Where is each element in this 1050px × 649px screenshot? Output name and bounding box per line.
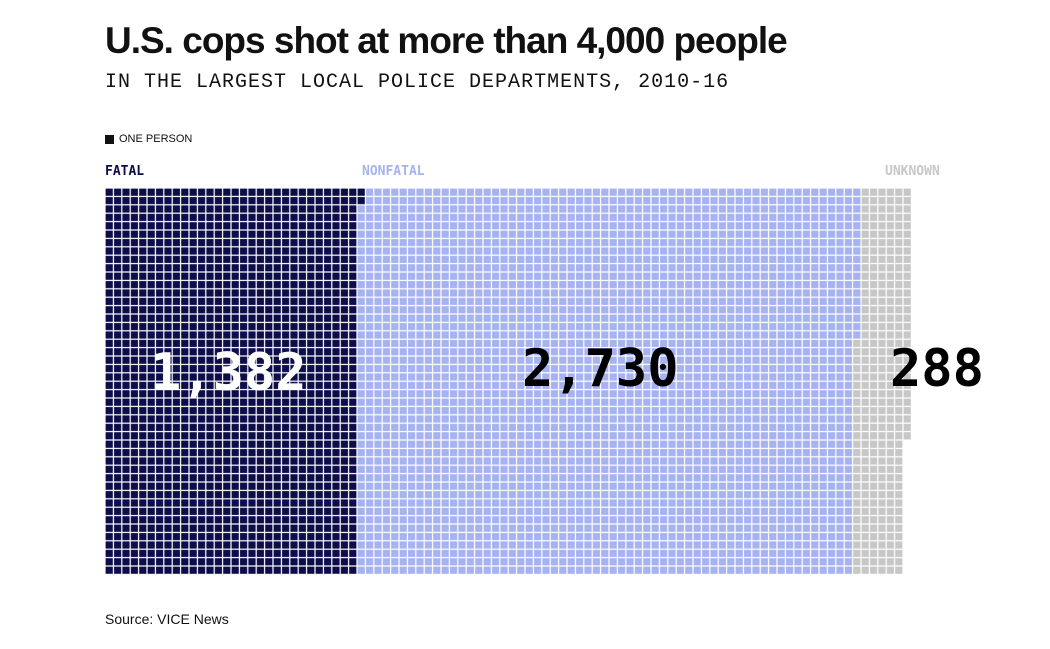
waffle-cells-unknown — [903, 188, 912, 440]
chart-subtitle: IN THE LARGEST LOCAL POLICE DEPARTMENTS,… — [105, 71, 730, 94]
waffle-cells-unknown — [852, 339, 861, 575]
value-label-nonfatal: 2,730 — [522, 339, 679, 399]
legend: ONE PERSON — [105, 132, 192, 146]
source-note: Source: VICE News — [105, 611, 229, 627]
legend-swatch-one-person — [105, 134, 114, 144]
category-label-fatal: FATAL — [105, 164, 145, 179]
chart-title: U.S. cops shot at more than 4,000 people — [105, 20, 788, 61]
category-label-nonfatal: NONFATAL — [362, 164, 425, 179]
waffle-cells-unknown — [861, 188, 903, 575]
category-label-unknown: UNKNOWN — [885, 164, 940, 179]
waffle-cells-nonfatal — [357, 204, 366, 575]
waffle-cells-nonfatal — [852, 188, 861, 340]
waffle-cells-nonfatal — [365, 188, 853, 575]
waffle-cells-fatal — [105, 188, 357, 575]
value-label-unknown: 288 — [890, 339, 984, 399]
legend-label: ONE PERSON — [119, 133, 193, 145]
waffle-cells-fatal — [357, 188, 366, 205]
value-label-fatal: 1,382 — [150, 343, 307, 403]
